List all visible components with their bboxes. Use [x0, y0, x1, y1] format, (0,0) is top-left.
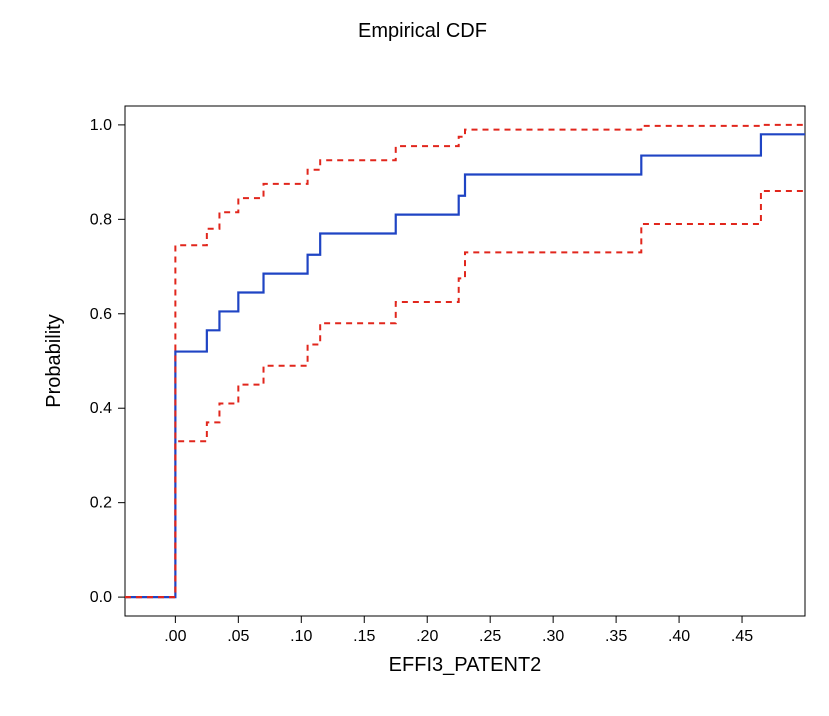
x-tick-label: .15	[353, 628, 375, 645]
x-tick-label: .05	[227, 628, 249, 645]
x-axis-label: EFFI3_PATENT2	[389, 654, 542, 676]
ecdf-chart: Empirical CDF .00 .05 .10 .15 .20 .25 .30 .35 .4…	[20, 20, 825, 696]
y-tick-label: 0.2	[90, 495, 112, 512]
chart-title: Empirical CDF	[20, 20, 825, 43]
y-tick-label: 0.8	[90, 211, 112, 228]
x-tick-label: .45	[731, 628, 753, 645]
x-tick-label: .10	[290, 628, 312, 645]
x-tick-label: .35	[605, 628, 627, 645]
x-tick-label: .40	[668, 628, 690, 645]
x-tick-label: .20	[416, 628, 438, 645]
y-tick-label: 0.0	[90, 589, 112, 606]
chart-svg: .00 .05 .10 .15 .20 .25 .30 .35 .40 .45 0.0 0.2 0.4 0…	[20, 51, 825, 696]
y-tick-label: 0.4	[90, 400, 112, 417]
x-tick-label: .25	[479, 628, 501, 645]
y-tick-label: 0.6	[90, 306, 112, 323]
x-tick-label: .30	[542, 628, 564, 645]
y-axis-label: Probability	[43, 314, 65, 407]
y-tick-label: 1.0	[90, 117, 112, 134]
x-tick-label: .00	[164, 628, 186, 645]
